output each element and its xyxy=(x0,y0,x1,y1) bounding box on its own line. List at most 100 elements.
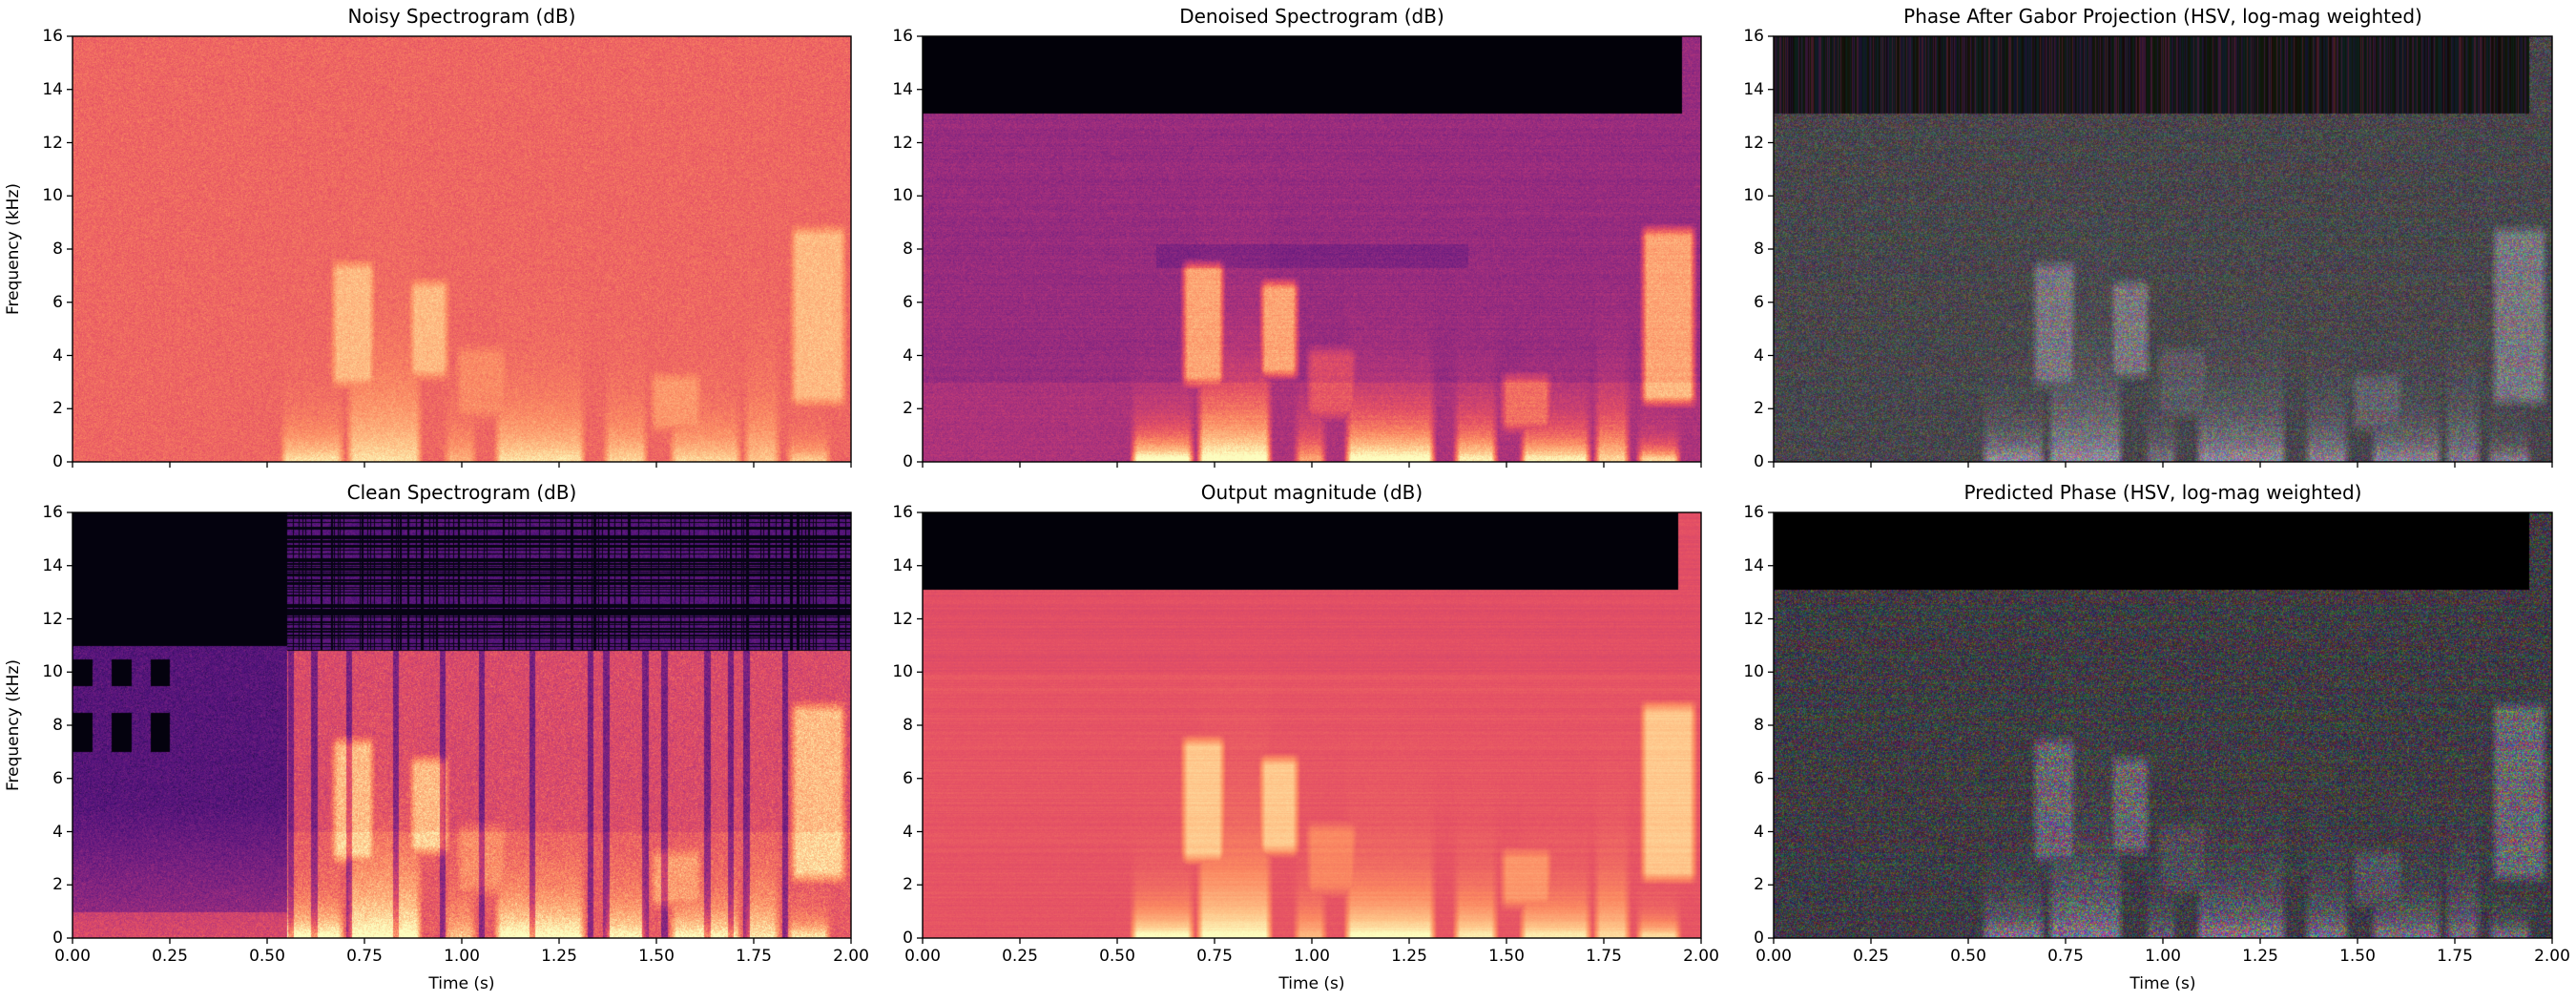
noisy-spectrogram-title: Noisy Spectrogram (dB) xyxy=(347,5,576,28)
y-tick-label: 12 xyxy=(892,609,913,629)
noisy-spectrogram-axes xyxy=(67,35,852,468)
predicted-phase-heatmap xyxy=(1774,512,2552,938)
y-tick-label: 12 xyxy=(1743,133,1764,153)
x-axis-label: Time (s) xyxy=(2129,974,2196,993)
predicted-phase-axes xyxy=(1768,511,2553,944)
x-tick-label: 1.00 xyxy=(2145,947,2181,966)
x-tick-label: 0.00 xyxy=(1755,947,1792,966)
y-tick-label: 8 xyxy=(1754,716,1764,735)
x-tick-label: 1.00 xyxy=(444,947,480,966)
y-tick-label: 6 xyxy=(52,292,63,312)
x-axis-label: Time (s) xyxy=(1278,974,1345,993)
gabor-phase-axes xyxy=(1768,35,2553,468)
x-tick-label: 1.25 xyxy=(1391,947,1427,966)
denoised-spectrogram-title: Denoised Spectrogram (dB) xyxy=(1179,5,1444,28)
clean-spectrogram-axes xyxy=(67,511,852,944)
x-tick-label: 0.75 xyxy=(346,947,383,966)
y-tick-label: 14 xyxy=(1743,79,1764,99)
panel-clean-spectrogram: 0.00 0.25 0.50 0.75 1.00 1.25 1.50 1.75 2.00 0 2 4 6… xyxy=(4,503,869,993)
y-tick-label: 0 xyxy=(1754,929,1764,948)
y-tick-label: 10 xyxy=(42,186,63,206)
axes-frame xyxy=(1773,511,2553,939)
y-tick-label: 4 xyxy=(52,822,63,842)
y-tick-label: 12 xyxy=(892,133,913,153)
y-tick-label: 16 xyxy=(42,503,63,522)
y-tick-label: 8 xyxy=(903,716,913,735)
x-axis-label: Time (s) xyxy=(428,974,495,993)
y-tick-label: 2 xyxy=(903,875,913,895)
clean-spectrogram-heatmap xyxy=(73,512,851,938)
gabor-phase-heatmap xyxy=(1774,36,2552,462)
y-tick-label: 0 xyxy=(903,452,913,471)
y-tick-label: 16 xyxy=(1743,503,1764,522)
y-tick-label: 14 xyxy=(892,79,913,99)
x-tick-label: 0.50 xyxy=(1950,947,1986,966)
y-tick-label: 2 xyxy=(903,399,913,419)
y-tick-label: 10 xyxy=(892,186,913,206)
x-tick-label: 1.25 xyxy=(2242,947,2278,966)
y-tick-label: 0 xyxy=(52,929,63,948)
axes-frame xyxy=(922,511,1702,939)
x-tick-label: 0.00 xyxy=(54,947,91,966)
y-axis-label: Frequency (kHz) xyxy=(4,182,23,316)
y-tick-label: 10 xyxy=(1743,186,1764,206)
y-tick-label: 16 xyxy=(892,27,913,46)
panel-denoised-spectrogram: 0 2 4 6 8 10 12 14 16 xyxy=(892,27,1702,471)
y-tick-label: 6 xyxy=(903,292,913,312)
x-tick-label: 1.50 xyxy=(638,947,675,966)
x-tick-label: 1.50 xyxy=(1488,947,1525,966)
panel-predicted-phase: 0.00 0.25 0.50 0.75 1.00 1.25 1.50 1.75 2.00 0 2 4 6… xyxy=(1743,503,2570,993)
y-tick-label: 16 xyxy=(42,27,63,46)
y-tick-label: 10 xyxy=(892,662,913,682)
y-tick-label: 6 xyxy=(1754,292,1764,312)
axes-frame xyxy=(1773,35,2553,463)
y-tick-label: 12 xyxy=(42,609,63,629)
x-tick-label: 2.00 xyxy=(833,947,869,966)
x-tick-label: 0.50 xyxy=(249,947,285,966)
y-tick-label: 6 xyxy=(52,768,63,788)
output-magnitude-axes xyxy=(917,511,1702,944)
y-tick-label: 2 xyxy=(1754,399,1764,419)
denoised-spectrogram-axes xyxy=(917,35,1702,468)
y-tick-label: 14 xyxy=(42,79,63,99)
y-tick-label: 10 xyxy=(1743,662,1764,682)
y-tick-label: 12 xyxy=(1743,609,1764,629)
axes-frame xyxy=(72,511,852,939)
denoised-spectrogram-heatmap xyxy=(923,36,1701,462)
panel-gabor-phase: 0 2 4 6 8 10 12 14 16 xyxy=(1743,27,2553,471)
x-tick-label: 0.75 xyxy=(1196,947,1233,966)
x-tick-label: 1.50 xyxy=(2339,947,2376,966)
y-tick-label: 4 xyxy=(52,345,63,365)
y-tick-label: 14 xyxy=(42,555,63,575)
y-tick-label: 8 xyxy=(52,716,63,735)
y-tick-label: 6 xyxy=(1754,768,1764,788)
y-tick-label: 0 xyxy=(1754,452,1764,471)
y-tick-label: 8 xyxy=(903,240,913,259)
x-tick-label: 1.25 xyxy=(541,947,577,966)
y-tick-label: 2 xyxy=(52,399,63,419)
panel-output-magnitude: 0.00 0.25 0.50 0.75 1.00 1.25 1.50 1.75 2.00 0 2 4 6… xyxy=(892,503,1719,993)
y-tick-label: 14 xyxy=(892,555,913,575)
y-tick-label: 0 xyxy=(903,929,913,948)
y-tick-label: 4 xyxy=(1754,822,1764,842)
x-tick-label: 1.75 xyxy=(1586,947,1622,966)
x-tick-label: 1.00 xyxy=(1294,947,1330,966)
x-tick-label: 0.25 xyxy=(1853,947,1889,966)
x-tick-label: 0.25 xyxy=(152,947,188,966)
y-tick-label: 4 xyxy=(1754,345,1764,365)
gabor-phase-title: Phase After Gabor Projection (HSV, log-m… xyxy=(1903,5,2422,28)
axes-frame xyxy=(922,35,1702,463)
axes-frame xyxy=(72,35,852,463)
y-tick-label: 16 xyxy=(892,503,913,522)
y-tick-label: 14 xyxy=(1743,555,1764,575)
x-tick-label: 2.00 xyxy=(2534,947,2570,966)
y-tick-label: 4 xyxy=(903,345,913,365)
x-tick-label: 0.00 xyxy=(904,947,941,966)
x-tick-label: 0.25 xyxy=(1002,947,1038,966)
x-tick-label: 0.50 xyxy=(1099,947,1135,966)
y-tick-label: 8 xyxy=(52,240,63,259)
clean-spectrogram-title: Clean Spectrogram (dB) xyxy=(346,481,577,504)
y-tick-label: 12 xyxy=(42,133,63,153)
output-magnitude-heatmap xyxy=(923,512,1701,938)
panel-noisy-spectrogram: 0 2 4 6 8 10 12 14 16 Frequency (kHz) xyxy=(4,27,852,471)
